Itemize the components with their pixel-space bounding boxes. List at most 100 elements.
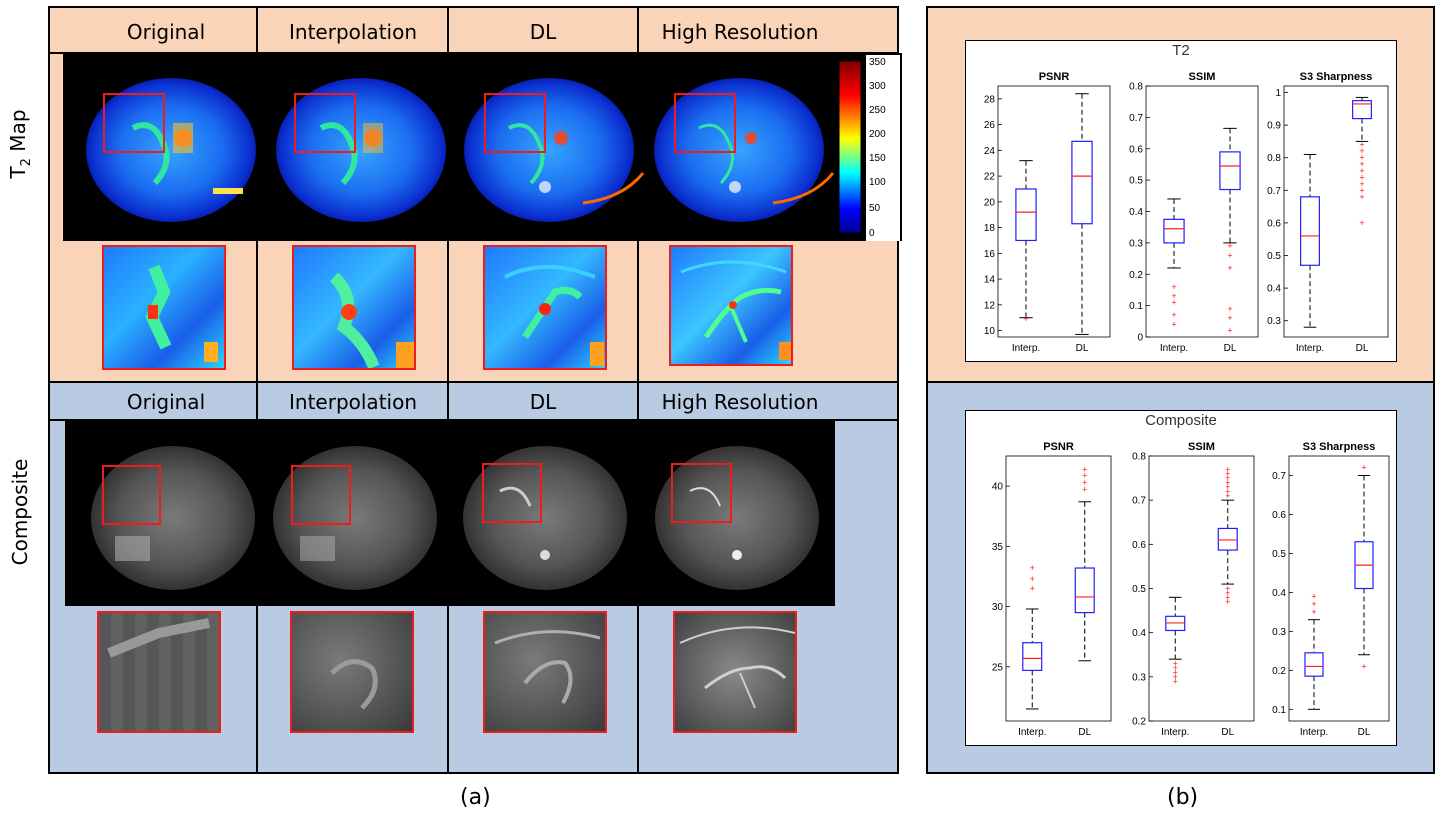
iqr-box [1300,196,1320,266]
outlier-point: + [1227,263,1232,273]
column-header-dl: DL [529,20,557,44]
colorbar-tick: 350 [869,57,886,68]
box-dl: +++++++++++ [1217,464,1238,607]
x-tick-label: DL [1358,727,1371,738]
y-tick-label: 0.8 [1129,82,1143,93]
composite-zoom-high-resolution [673,611,797,733]
outlier-point: + [1225,469,1230,479]
x-tick-label: DL [1356,343,1369,354]
outlier-point: + [1023,314,1028,324]
box-dl: ++++++++++ [1352,96,1372,228]
box-dl: ++++++ [1219,127,1241,336]
column-divider [637,6,639,774]
y-tick-label: 0.1 [1129,301,1143,312]
outlier-point: + [1361,661,1366,671]
column-header-interpolation: Interpolation [289,20,417,44]
outlier-point: + [1227,250,1232,260]
column-header-original: Original [126,390,206,414]
iqr-box [1217,527,1238,551]
composite-zoom-original [97,611,221,733]
y-tick-label: 16 [984,249,996,260]
colorbar-tick: 300 [869,81,886,92]
outlier-point: + [1359,140,1364,150]
outlier-point: + [1173,667,1178,677]
outlier-point: + [1361,463,1366,473]
x-tick-label: DL [1224,343,1237,354]
composite-zoom-interpolation [290,611,414,733]
iqr-box [1071,140,1093,225]
outlier-point: + [1225,491,1230,501]
colorbar-tick: 150 [869,153,886,164]
t2-slice-high-resolution [654,78,835,222]
box-interp: +++++ [1165,596,1186,686]
outlier-point: + [1171,291,1176,301]
y-tick-label: 22 [984,172,996,183]
panel-b-caption: (b) [1167,785,1199,810]
subplot-psnr: PSNR 10 12 14 16 18 20 22 24 26 28 + Interp. DL [984,71,1111,354]
y-tick-label: 18 [984,223,996,234]
y-tick-label: 0.2 [1272,666,1286,677]
outlier-point: + [1359,172,1364,182]
outlier-point: + [1225,597,1230,607]
outlier-point: + [1030,574,1035,584]
y-tick-label: 25 [992,662,1004,673]
box-interp: + [1015,160,1037,324]
colorbar-tick: 0 [869,228,875,239]
x-tick-label: Interp. [1012,343,1040,354]
axes-box [1283,85,1389,338]
composite-slice-interpolation [273,446,437,590]
outlier-point: + [1359,192,1364,202]
row-label-t2-map: T2 Map [6,109,34,179]
iqr-box [1163,218,1185,244]
y-tick-label: 0.7 [1267,186,1281,197]
axes-box [1145,85,1259,338]
axes-box [1005,455,1112,722]
y-tick-label: 0.6 [1272,510,1286,521]
subplot-title: SSIM [1189,71,1216,83]
axes-box [997,85,1111,338]
composite-slice-dl [463,446,627,590]
outlier-point: + [1225,478,1230,488]
outlier-point: + [1082,485,1087,495]
t2-zoom-dl [483,245,607,370]
x-tick-label: Interp. [1300,727,1328,738]
colorbar-tick: 100 [869,177,886,188]
box-dl [1071,93,1093,335]
column-header-interpolation: Interpolation [289,390,417,414]
y-tick-label: 0.7 [1129,113,1143,124]
y-tick-label: 0 [1137,333,1143,344]
panel-a-caption: (a) [460,785,491,810]
outlier-point: + [1225,473,1230,483]
y-tick-label: 0.8 [1267,153,1281,164]
composite-slice-high-resolution [655,446,819,590]
colorbar-tick: 50 [869,203,881,214]
row-label-composite: Composite [8,458,32,566]
box-interp: +++++ [1163,198,1185,329]
header-divider [48,419,899,421]
y-tick-label: 0.3 [1267,316,1281,327]
column-header-original: Original [126,20,206,44]
x-tick-label: DL [1076,343,1089,354]
outlier-point: + [1227,326,1232,336]
t2-slice-original [86,78,256,222]
y-tick-label: 0.8 [1132,452,1146,463]
t2-slice-dl [464,78,645,222]
y-tick-label: 0.5 [1267,251,1281,262]
subplot-title: S3 Sharpness [1300,71,1373,83]
y-tick-label: 12 [984,300,996,311]
box-interp [1300,153,1320,328]
y-tick-label: 0.7 [1272,471,1286,482]
outlier-point: + [1227,304,1232,314]
axes-box [1148,455,1255,722]
y-tick-label: 26 [984,120,996,131]
y-tick-label: 1 [1275,88,1281,99]
y-tick-label: 28 [984,94,996,105]
y-tick-label: 0.5 [1129,176,1143,187]
outlier-point: + [1311,599,1316,609]
y-tick-label: 0.3 [1272,627,1286,638]
outlier-point: + [1311,607,1316,617]
outlier-point: + [1225,464,1230,474]
subplot-ssim: SSIM0.20.30.40.50.60.70.8+++++Interp.+++… [1132,441,1255,738]
y-tick-label: 0.6 [1267,218,1281,229]
